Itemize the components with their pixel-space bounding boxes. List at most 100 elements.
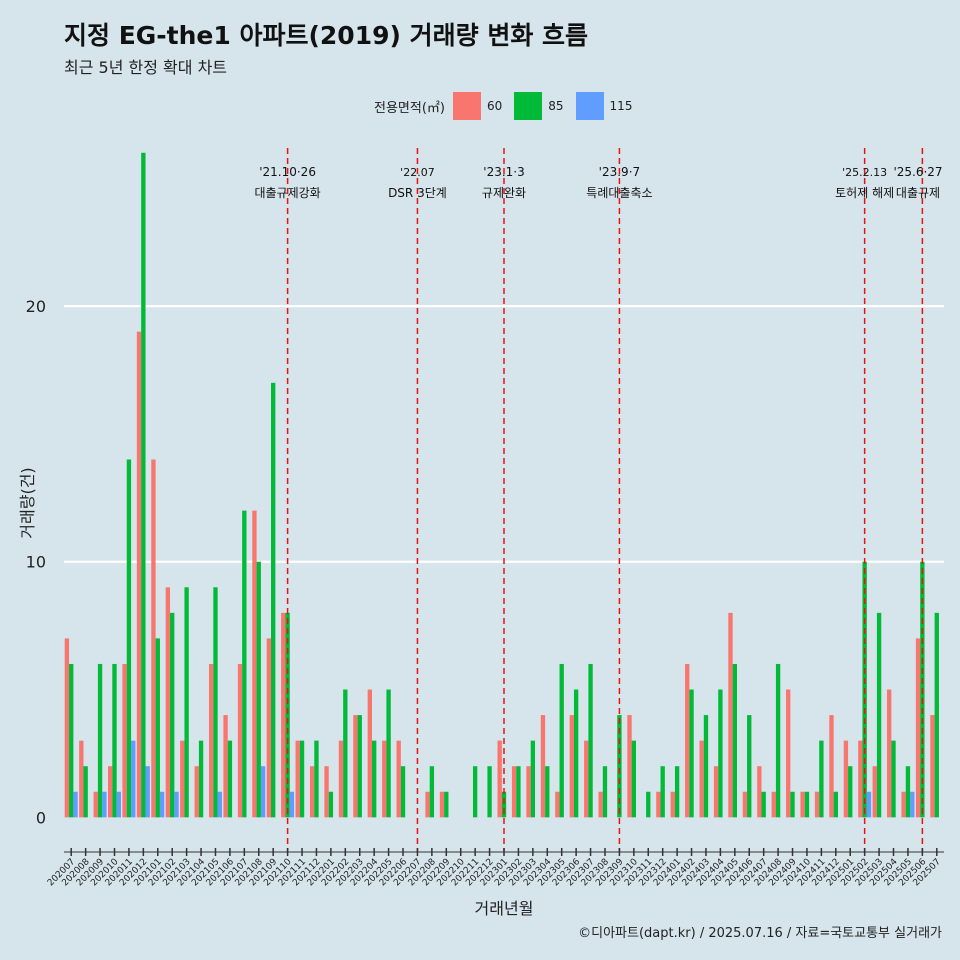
bar-85-202401 (674, 766, 680, 818)
bar-85-202404 (718, 689, 723, 818)
bar-85-202308 (602, 766, 608, 818)
bar-85-202109 (271, 382, 276, 818)
bar-85-202303 (530, 740, 536, 818)
bar-85-202305 (559, 663, 564, 818)
bar-115-202012 (145, 766, 150, 818)
bar-60-202107 (237, 663, 243, 818)
bar-85-202412 (833, 791, 838, 818)
bar-85-202501 (848, 766, 853, 818)
bar-60-202307 (584, 740, 589, 818)
chart-subtitle: 최근 5년 한정 확대 차트 (64, 58, 228, 77)
bar-115-202102 (174, 791, 179, 818)
bars (64, 152, 939, 818)
bar-60-202109 (266, 638, 272, 818)
bar-85-202507 (934, 612, 939, 818)
bar-60-202310 (627, 715, 632, 818)
bar-60-202410 (800, 791, 805, 818)
event-date: '21.10·26 (259, 165, 316, 179)
bar-60-202012 (136, 331, 142, 818)
bar-60-202505 (901, 791, 906, 818)
bar-60-202101 (151, 459, 156, 818)
bar-60-202406 (742, 791, 748, 818)
bar-60-202009 (93, 791, 98, 818)
event-date: '25.6·27 (893, 165, 942, 179)
y-tick-label: 10 (26, 553, 46, 572)
legend-label-115: 115 (609, 99, 633, 113)
bar-85-202310 (631, 740, 636, 818)
event-label: DSR 3단계 (388, 186, 447, 200)
bar-60-202201 (324, 766, 329, 818)
event-date: '23.1·3 (483, 165, 524, 179)
bar-60-202308 (598, 791, 603, 818)
bar-60-202110 (281, 612, 286, 818)
bar-60-202404 (713, 766, 719, 818)
bar-60-202501 (843, 740, 849, 818)
bar-115-202110 (289, 791, 295, 818)
bar-85-202309 (617, 715, 622, 818)
bar-60-202403 (699, 740, 704, 818)
bar-85-202505 (905, 766, 911, 818)
legend-title: 전용면적(㎡) (374, 100, 445, 116)
bar-115-202009 (102, 791, 107, 818)
bar-85-202503 (876, 612, 882, 818)
bar-60-202306 (569, 715, 574, 818)
bar-60-202303 (526, 766, 531, 818)
bar-85-202407 (761, 791, 766, 818)
bar-60-202302 (511, 766, 517, 818)
bar-60-202103 (180, 740, 185, 818)
bar-85-202110 (285, 612, 290, 818)
bar-115-202007 (73, 791, 78, 818)
bar-60-202506 (915, 638, 921, 818)
bar-85-202504 (891, 740, 896, 818)
bar-85-202009 (97, 663, 103, 818)
bar-85-202105 (213, 587, 218, 818)
bar-60-202008 (79, 740, 84, 818)
bar-85-202108 (256, 561, 261, 818)
axes: 0102020200720200820200920201020201120201… (26, 297, 944, 888)
bar-85-202203 (357, 715, 362, 818)
bar-60-202106 (223, 715, 228, 818)
event-label: 규제완화 (482, 186, 526, 200)
legend-label-60: 60 (486, 99, 503, 113)
bar-60-202408 (771, 791, 776, 818)
y-tick-label: 0 (36, 808, 46, 827)
bar-85-202107 (242, 510, 247, 818)
bar-85-202112 (314, 740, 319, 818)
bar-60-202507 (930, 715, 935, 818)
bar-115-202101 (159, 791, 165, 818)
legend-label-85: 85 (548, 99, 564, 113)
bar-85-202011 (126, 459, 132, 818)
bar-60-202402 (685, 663, 690, 818)
bar-85-202201 (328, 791, 334, 818)
bar-60-202202 (338, 740, 344, 818)
bar-85-202208 (429, 766, 435, 818)
bar-85-202211 (472, 766, 478, 818)
bar-85-202311 (646, 791, 651, 818)
event-date: '25.2.13 (842, 166, 887, 179)
bar-60-202010 (108, 766, 113, 818)
y-tick-label: 20 (26, 297, 46, 316)
bar-85-202312 (660, 766, 665, 818)
bar-60-202305 (555, 791, 560, 818)
legend-key-60 (452, 92, 481, 120)
event-label: 대출규제강화 (254, 186, 320, 200)
bar-85-202106 (227, 740, 233, 818)
bar-85-202409 (790, 791, 795, 818)
bar-60-202209 (439, 791, 445, 818)
legend: 전용면적(㎡) 60 85 115 (374, 92, 644, 120)
bar-115-202502 (866, 791, 872, 818)
bar-85-202010 (112, 663, 117, 818)
bar-60-202412 (829, 715, 834, 818)
bar-85-202212 (487, 766, 492, 818)
bar-85-202403 (703, 715, 709, 818)
bar-60-202503 (872, 766, 877, 818)
bar-115-202505 (910, 791, 915, 818)
bar-85-202101 (155, 638, 160, 818)
bar-60-202301 (497, 740, 502, 818)
bar-85-202301 (501, 791, 507, 818)
bar-60-202312 (656, 791, 661, 818)
bar-60-202203 (353, 715, 358, 818)
legend-key-85 (514, 92, 543, 120)
x-axis-label: 거래년월 (475, 899, 534, 918)
